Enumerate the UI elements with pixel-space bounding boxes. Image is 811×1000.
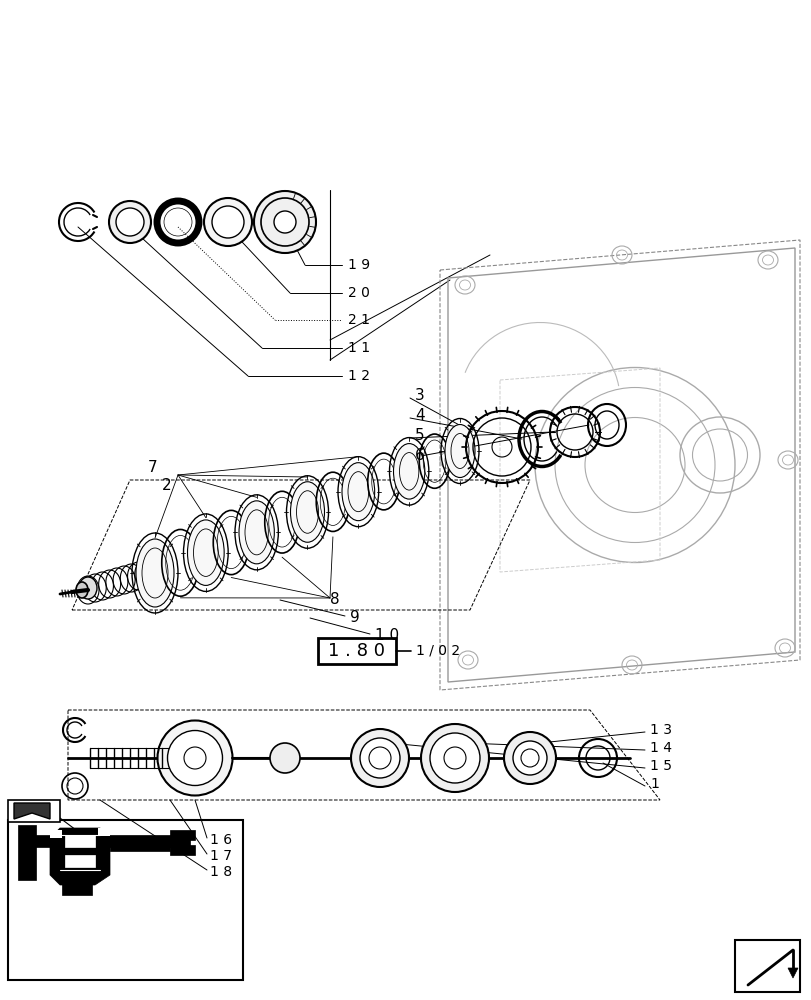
Bar <box>109 836 169 851</box>
Ellipse shape <box>393 444 424 499</box>
Ellipse shape <box>273 211 296 233</box>
Text: 2 0: 2 0 <box>348 286 370 300</box>
Text: 1 0: 1 0 <box>375 629 399 644</box>
Text: 6: 6 <box>414 448 424 462</box>
Ellipse shape <box>212 206 243 238</box>
Bar <box>20 835 190 847</box>
Ellipse shape <box>254 191 315 253</box>
Ellipse shape <box>420 724 488 792</box>
Ellipse shape <box>79 577 97 599</box>
Bar <box>8 820 242 980</box>
Polygon shape <box>787 968 797 978</box>
Text: 1 3: 1 3 <box>649 723 672 737</box>
Ellipse shape <box>270 743 299 773</box>
Ellipse shape <box>109 201 151 243</box>
Ellipse shape <box>157 720 232 796</box>
Text: 1 5: 1 5 <box>649 759 672 773</box>
Bar <box>65 835 95 847</box>
Bar <box>169 845 195 855</box>
Ellipse shape <box>238 501 274 564</box>
Bar <box>169 830 195 840</box>
Ellipse shape <box>116 208 144 236</box>
Ellipse shape <box>444 424 474 478</box>
Text: 1 2: 1 2 <box>348 369 370 383</box>
Bar <box>65 855 95 867</box>
Text: 1: 1 <box>649 777 658 791</box>
Bar <box>62 875 92 895</box>
Text: 1 7: 1 7 <box>210 849 232 863</box>
Ellipse shape <box>135 539 174 607</box>
Text: 1 6: 1 6 <box>210 833 232 847</box>
Ellipse shape <box>513 741 547 775</box>
Text: 1 1: 1 1 <box>348 341 370 355</box>
Text: 3: 3 <box>414 387 424 402</box>
Ellipse shape <box>290 482 324 542</box>
Bar <box>734 940 799 992</box>
Ellipse shape <box>204 198 251 246</box>
Ellipse shape <box>341 463 374 521</box>
Ellipse shape <box>187 520 224 585</box>
Ellipse shape <box>504 732 556 784</box>
Ellipse shape <box>430 733 479 783</box>
Polygon shape <box>50 828 109 885</box>
Bar <box>8 800 60 822</box>
Text: 2: 2 <box>162 478 171 492</box>
Bar <box>98 828 109 836</box>
Text: 4: 4 <box>414 408 424 422</box>
Text: 9: 9 <box>350 610 359 626</box>
Text: 5: 5 <box>414 428 424 442</box>
Text: 1 8: 1 8 <box>210 865 232 879</box>
Ellipse shape <box>350 729 409 787</box>
Bar <box>50 830 62 838</box>
Text: 1 / 0 2: 1 / 0 2 <box>415 643 460 657</box>
Text: 7: 7 <box>148 460 157 476</box>
Text: 1 9: 1 9 <box>348 258 370 272</box>
Text: 8: 8 <box>329 592 339 607</box>
Text: 2 1: 2 1 <box>348 313 370 327</box>
Text: 1 . 8 0: 1 . 8 0 <box>328 642 385 660</box>
Text: 1 4: 1 4 <box>649 741 672 755</box>
Polygon shape <box>14 803 50 819</box>
Ellipse shape <box>76 582 88 598</box>
Bar <box>18 825 36 880</box>
Ellipse shape <box>359 738 400 778</box>
Bar <box>318 638 396 664</box>
Ellipse shape <box>167 730 222 786</box>
